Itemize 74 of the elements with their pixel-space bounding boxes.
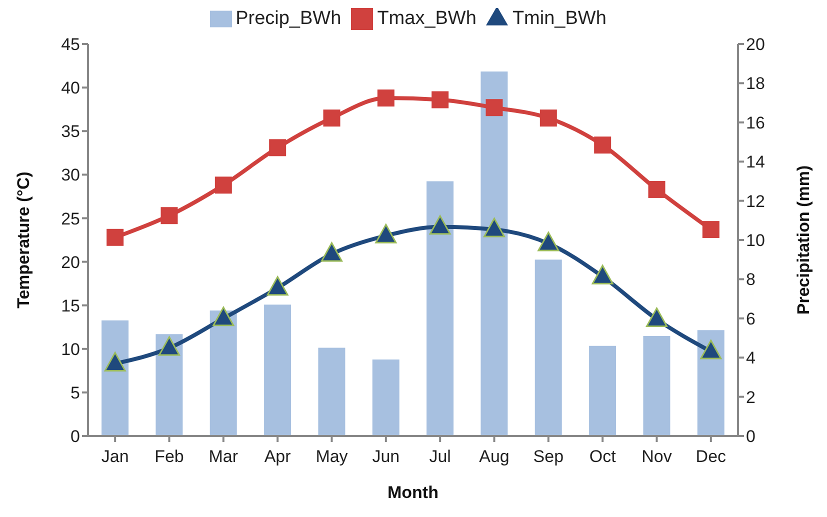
point: [160, 207, 178, 224]
y-tick-label: 40: [61, 78, 80, 98]
y2-tick-label: 20: [746, 35, 765, 54]
x-tick-label: Sep: [533, 447, 564, 466]
x-tick-label: Oct: [589, 447, 616, 466]
bar: [643, 336, 670, 436]
y-tick-label: 35: [61, 122, 80, 142]
point: [158, 336, 180, 356]
y2-tick-label: 14: [746, 152, 765, 172]
bar: [697, 330, 724, 436]
y2-axis-title: Precipitation (mm): [794, 165, 814, 315]
bar: [210, 310, 237, 436]
point: [266, 276, 288, 296]
point: [212, 306, 234, 326]
x-tick-label: Feb: [154, 447, 184, 466]
x-axis-title: Month: [388, 483, 438, 502]
x-tick-label: Apr: [264, 447, 292, 466]
point: [702, 221, 720, 238]
point: [538, 232, 560, 252]
point: [429, 215, 451, 235]
point: [594, 136, 612, 154]
bar: [589, 346, 616, 436]
legend-label: Tmax_BWh: [377, 8, 476, 30]
point: [540, 110, 557, 127]
bar: [318, 348, 346, 436]
point: [214, 176, 232, 194]
y-tick-label: 20: [61, 252, 80, 272]
point: [106, 228, 124, 246]
y-axis-title: Temperature (°C): [14, 172, 34, 308]
x-tick-label: Aug: [479, 447, 510, 466]
point: [375, 224, 397, 244]
legend-label: Tmin_BWh: [512, 8, 606, 30]
y2-tick-label: 2: [746, 388, 756, 407]
y2-tick-label: 4: [746, 348, 756, 368]
y2-tick-label: 10: [746, 231, 765, 250]
point: [486, 99, 503, 116]
x-tick-label: May: [316, 447, 348, 466]
bar: [480, 71, 508, 436]
point: [432, 91, 449, 108]
y-tick-label: 0: [70, 427, 80, 446]
point: [646, 308, 668, 328]
y2-tick-label: 18: [746, 74, 765, 94]
point: [484, 218, 505, 238]
x-tick-label: Jul: [429, 447, 451, 466]
bar: [426, 181, 454, 436]
y-tick-label: 15: [61, 296, 80, 316]
point: [321, 242, 342, 262]
y2-tick-label: 6: [746, 309, 756, 328]
x-tick-label: Mar: [208, 447, 238, 466]
x-tick-label: Jan: [101, 447, 129, 466]
bar: [372, 360, 400, 436]
y2-tick-label: 8: [746, 270, 756, 290]
y-tick-label: 25: [61, 209, 80, 228]
legend-label: Precip_BWh: [236, 8, 342, 30]
y2-tick-label: 12: [746, 192, 765, 211]
y-tick-label: 30: [61, 166, 80, 185]
bar: [534, 260, 562, 436]
point: [323, 110, 340, 127]
x-tick-label: Jun: [372, 447, 400, 466]
bar: [102, 320, 129, 436]
point: [269, 139, 286, 156]
y2-tick-label: 0: [746, 427, 756, 446]
point: [648, 180, 666, 198]
point: [700, 340, 722, 360]
point: [377, 90, 394, 107]
point: [104, 352, 126, 372]
y-tick-label: 5: [70, 383, 80, 402]
y-tick-label: 10: [61, 340, 80, 359]
bar: [264, 304, 292, 436]
x-tick-label: Nov: [642, 447, 672, 466]
y-tick-label: 45: [61, 35, 80, 54]
point: [592, 264, 614, 284]
x-tick-label: Dec: [696, 447, 727, 466]
y2-tick-label: 16: [746, 113, 765, 132]
